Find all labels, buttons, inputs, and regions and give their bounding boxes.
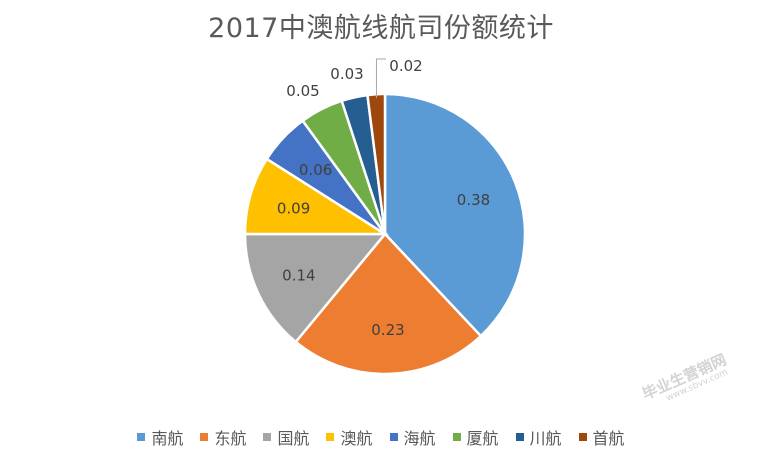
legend-swatch xyxy=(200,433,209,441)
data-label-2: 0.23 xyxy=(371,321,404,339)
legend-swatch xyxy=(389,433,398,441)
legend-item-2: 东航 xyxy=(200,425,246,449)
chart-title: 2017中澳航线航司份额统计 xyxy=(208,13,554,44)
legend-item-7: 川航 xyxy=(515,425,562,449)
legend-swatch xyxy=(263,433,272,441)
legend-label: 东航 xyxy=(214,429,247,448)
data-label-8: 0.02 xyxy=(389,57,422,75)
legend-swatch xyxy=(578,433,587,441)
data-label-3: 0.14 xyxy=(282,267,315,285)
data-label-5: 0.06 xyxy=(299,161,332,179)
legend-label: 南航 xyxy=(151,429,184,448)
pie-slice-1 xyxy=(383,92,527,338)
legend-label: 澳航 xyxy=(340,429,373,448)
legend-label: 川航 xyxy=(529,429,562,448)
legend-item-6: 厦航 xyxy=(452,425,499,449)
legend-item-4: 澳航 xyxy=(326,425,373,449)
legend-label: 国航 xyxy=(277,429,310,448)
legend-item-5: 海航 xyxy=(389,425,436,449)
legend-item-8: 首航 xyxy=(578,425,625,449)
legend-swatch xyxy=(137,433,146,441)
label-leader-line xyxy=(375,58,386,99)
data-label-4: 0.09 xyxy=(277,199,310,217)
pie-slice-4 xyxy=(243,157,390,236)
data-label-1: 0.38 xyxy=(457,191,490,209)
legend-label: 海航 xyxy=(403,429,436,448)
legend-label: 厦航 xyxy=(466,429,499,448)
legend-swatch xyxy=(452,433,461,441)
legend-swatch xyxy=(515,433,524,441)
pie-slice-2 xyxy=(294,232,483,376)
chart-legend: 南航 东航 国航 澳航 海航 厦航 川航 首航 xyxy=(0,425,762,449)
legend-item-1: 南航 xyxy=(137,425,183,449)
data-label-6: 0.05 xyxy=(286,82,319,100)
legend-item-3: 国航 xyxy=(263,425,309,449)
data-label-7: 0.03 xyxy=(330,65,363,83)
legend-label: 首航 xyxy=(592,429,625,448)
legend-swatch xyxy=(326,433,335,441)
pie-slice-3 xyxy=(243,232,388,344)
